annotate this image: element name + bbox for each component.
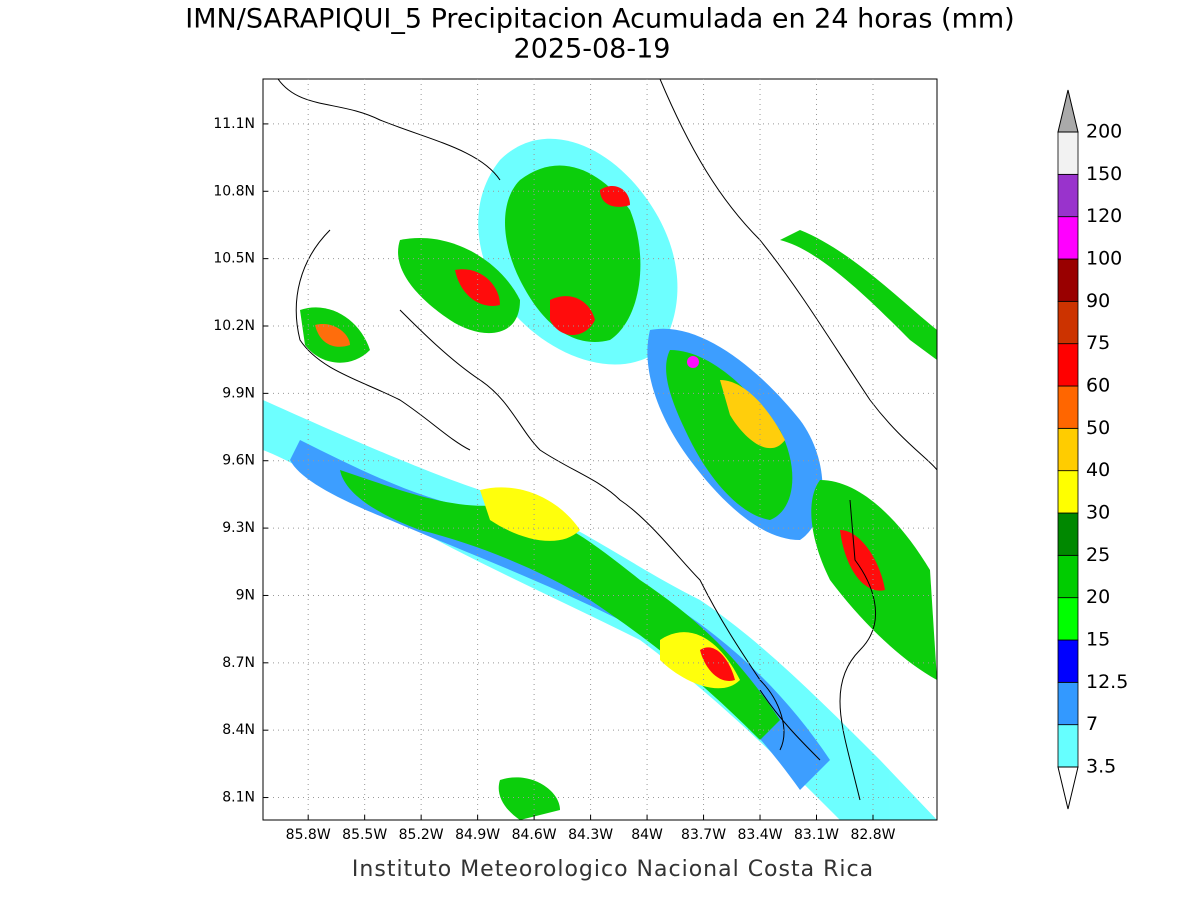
colorbar-label: 15: [1086, 629, 1110, 651]
colorbar-box: [1057, 724, 1079, 768]
colorbar-box: [1057, 173, 1079, 218]
colorbar-box: [1057, 597, 1079, 641]
colorbar-box: [1057, 300, 1079, 345]
colorbar-label: 60: [1086, 375, 1110, 397]
colorbar-label: 20: [1086, 586, 1110, 608]
colorbar-label: 40: [1086, 459, 1110, 481]
x-tick-label: 85.8W: [286, 827, 331, 843]
colorbar-under: [1057, 766, 1079, 810]
colorbar-label: 7: [1086, 713, 1098, 735]
y-tick-label: 10.5N: [213, 251, 255, 267]
x-tick-label: 84.6W: [512, 827, 557, 843]
colorbar-box: [1057, 385, 1079, 429]
colorbar-label: 25: [1086, 544, 1110, 566]
colorbar-label: 12.5: [1086, 671, 1128, 693]
y-tick-label: 10.8N: [213, 183, 255, 199]
colorbar-box: [1057, 216, 1079, 260]
precipitation-field: [263, 79, 937, 820]
x-tick-label: 83.7W: [681, 827, 726, 843]
colorbar-label: 30: [1086, 502, 1110, 524]
x-tick-label: 84.9W: [455, 827, 500, 843]
y-tick-label: 8.4N: [222, 722, 255, 738]
colorbar-box: [1057, 470, 1079, 514]
colorbar-label: 120: [1086, 205, 1122, 227]
y-tick-label: 9.9N: [222, 385, 255, 401]
y-tick-label: 9.3N: [222, 520, 255, 536]
colorbar-label: 150: [1086, 163, 1122, 185]
colorbar-over: [1057, 89, 1079, 133]
colorbar-box: [1057, 512, 1079, 556]
x-tick-label: 83.4W: [738, 827, 783, 843]
colorbar-label: 90: [1086, 290, 1110, 312]
colorbar-box: [1057, 427, 1079, 472]
y-tick-label: 8.7N: [222, 655, 255, 671]
colorbar-label: 50: [1086, 417, 1110, 439]
x-tick-label: 84W: [631, 827, 663, 843]
colorbar-label: 3.5: [1086, 756, 1116, 778]
colorbar-box: [1057, 131, 1079, 175]
y-tick-label: 11.1N: [213, 116, 255, 132]
y-tick-label: 9N: [236, 587, 255, 603]
colorbar-label: 75: [1086, 332, 1110, 354]
colorbar-label: 200: [1086, 121, 1122, 143]
chart-subtitle: 2025-08-19: [514, 34, 671, 65]
colorbar-label: 100: [1086, 248, 1122, 270]
colorbar-box: [1057, 343, 1079, 387]
x-tick-label: 83.1W: [794, 827, 839, 843]
map-frame: [262, 78, 938, 821]
footer: Instituto Meteorologico Nacional Costa R…: [352, 857, 874, 882]
colorbar-box: [1057, 639, 1079, 683]
y-tick-label: 8.1N: [222, 790, 255, 806]
x-tick-label: 84.3W: [568, 827, 613, 843]
y-tick-label: 9.6N: [222, 453, 255, 469]
chart-title: IMN/SARAPIQUI_5 Precipitacion Acumulada …: [185, 4, 1014, 35]
colorbar-box: [1057, 554, 1079, 599]
x-tick-label: 82.8W: [850, 827, 895, 843]
y-tick-label: 10.2N: [213, 318, 255, 334]
x-tick-label: 85.2W: [399, 827, 444, 843]
colorbar-box: [1057, 681, 1079, 726]
colorbar-box: [1057, 258, 1079, 302]
x-tick-label: 85.5W: [342, 827, 387, 843]
